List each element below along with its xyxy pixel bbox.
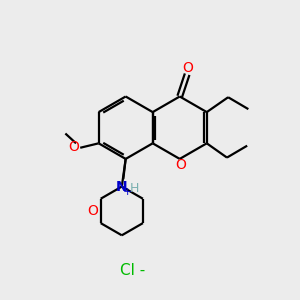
Text: N: N <box>116 180 128 194</box>
Text: O: O <box>182 61 193 75</box>
Text: Cl -: Cl - <box>119 263 145 278</box>
Text: O: O <box>87 204 98 218</box>
Text: O: O <box>68 140 79 154</box>
Text: H: H <box>130 182 139 195</box>
Text: O: O <box>175 158 186 172</box>
Text: +: + <box>122 187 132 197</box>
